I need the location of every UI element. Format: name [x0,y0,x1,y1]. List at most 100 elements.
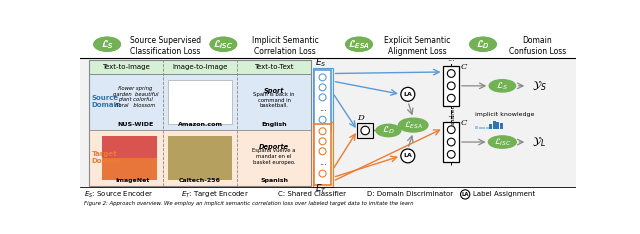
Text: $\mathcal{L}_S$: $\mathcal{L}_S$ [100,38,113,51]
Text: Amazon.com: Amazon.com [178,122,223,127]
Circle shape [447,70,455,77]
Text: Implicit Semantic
Correlation Loss: Implicit Semantic Correlation Loss [252,36,319,56]
Circle shape [319,128,326,135]
Circle shape [361,126,369,135]
Circle shape [319,116,326,123]
Text: $\mathcal{Y}_L$: $\mathcal{Y}_L$ [532,135,546,149]
Bar [80,187,576,208]
Bar [482,127,485,129]
Bar [314,124,331,185]
Text: Spain is back in
command in
basketball.: Spain is back in command in basketball. [253,92,295,108]
Text: Text-to-Image: Text-to-Image [102,64,150,69]
Ellipse shape [346,37,372,51]
Circle shape [401,87,415,101]
Text: Target
Domain: Target Domain [92,151,122,164]
Bar [496,122,499,129]
Text: $\mathcal{L}_S$: $\mathcal{L}_S$ [100,38,113,51]
Text: $\mathcal{L}_{ESA}$: $\mathcal{L}_{ESA}$ [348,38,370,51]
Text: LA: LA [403,92,412,97]
Circle shape [319,74,326,81]
Bar [80,28,576,58]
Text: ...: ... [447,110,455,119]
Text: Domain
Confusion Loss: Domain Confusion Loss [509,36,566,56]
Ellipse shape [210,37,237,51]
Bar [314,70,331,131]
Text: $\mathcal{L}_{ESA}$: $\mathcal{L}_{ESA}$ [404,119,422,131]
Text: $\mathcal{Y}_S$: $\mathcal{Y}_S$ [532,79,547,93]
Text: D: D [356,114,364,122]
Text: ...: ... [319,157,326,167]
Ellipse shape [470,37,496,51]
Bar [312,122,333,187]
Text: Sport: Sport [264,88,284,94]
Text: $\mathcal{L}_D$: $\mathcal{L}_D$ [476,38,490,51]
Bar [476,126,478,129]
Circle shape [447,94,455,102]
Text: $E_S$: Source Encoder: $E_S$: Source Encoder [84,189,153,200]
Text: Deporte: Deporte [259,144,289,150]
Text: $\mathcal{L}_{ISC}$: $\mathcal{L}_{ISC}$ [213,38,234,51]
Circle shape [319,84,326,91]
Circle shape [319,94,326,101]
Circle shape [401,149,415,163]
Text: NUS-WIDE: NUS-WIDE [117,122,154,127]
Text: ...: ... [319,104,326,113]
Text: shared: shared [451,103,456,125]
Circle shape [319,148,326,155]
Text: $\mathcal{L}_S$: $\mathcal{L}_S$ [496,80,508,91]
Ellipse shape [470,37,496,51]
Bar [312,68,333,133]
Text: implicit knowledge: implicit knowledge [475,112,534,117]
Circle shape [447,150,455,158]
Bar [168,80,232,124]
Bar [168,136,232,180]
Bar [102,136,157,180]
Bar [486,127,489,129]
Circle shape [319,170,326,177]
Text: English: English [261,122,287,127]
Circle shape [447,138,455,146]
Ellipse shape [376,124,401,137]
Circle shape [461,190,470,199]
Text: $\mathcal{L}_{ISC}$: $\mathcal{L}_{ISC}$ [493,136,511,148]
Circle shape [447,82,455,90]
Text: flower spring
garden  beautiful
plant colorful
floral   blossom: flower spring garden beautiful plant col… [113,86,158,108]
Text: D: Domain Discriminator: D: Domain Discriminator [367,191,453,197]
Text: $E_T$: Target Encoder: $E_T$: Target Encoder [180,189,249,200]
Bar [500,123,503,129]
Text: $\mathcal{L}_D$: $\mathcal{L}_D$ [382,125,395,136]
Text: $E_T$: $E_T$ [315,182,327,195]
Bar [102,158,157,180]
Ellipse shape [489,80,516,92]
Ellipse shape [488,136,516,148]
Text: Explicit Semantic
Alignment Loss: Explicit Semantic Alignment Loss [384,36,451,56]
Text: $\mathcal{L}_D$: $\mathcal{L}_D$ [476,38,490,51]
Ellipse shape [346,37,372,51]
Bar [90,60,311,186]
Bar [479,127,482,129]
Text: España vuelve a
mandar en el
basket europeo.: España vuelve a mandar en el basket euro… [252,148,296,165]
Text: Caltech-256: Caltech-256 [179,178,221,183]
Bar [444,66,459,106]
Text: Image-to-Image: Image-to-Image [172,64,228,69]
Text: ...: ... [447,54,455,63]
Circle shape [319,138,326,145]
Ellipse shape [94,37,120,51]
Text: $E_S$: $E_S$ [315,57,326,69]
Bar [90,60,311,73]
Circle shape [447,126,455,134]
Bar [90,73,311,130]
Ellipse shape [94,37,120,51]
Text: C: C [461,63,467,71]
Bar [489,124,492,129]
Text: Label Assignment: Label Assignment [473,191,535,197]
Text: Source Supervised
Classification Loss: Source Supervised Classification Loss [130,36,201,56]
Bar [358,123,373,138]
Text: Text-to-Text: Text-to-Text [254,64,294,69]
Text: C: C [461,119,467,127]
Bar [80,58,576,187]
Text: Source
Domain: Source Domain [92,95,122,108]
Ellipse shape [210,37,237,51]
Bar [493,121,496,129]
Text: LA: LA [403,154,412,158]
